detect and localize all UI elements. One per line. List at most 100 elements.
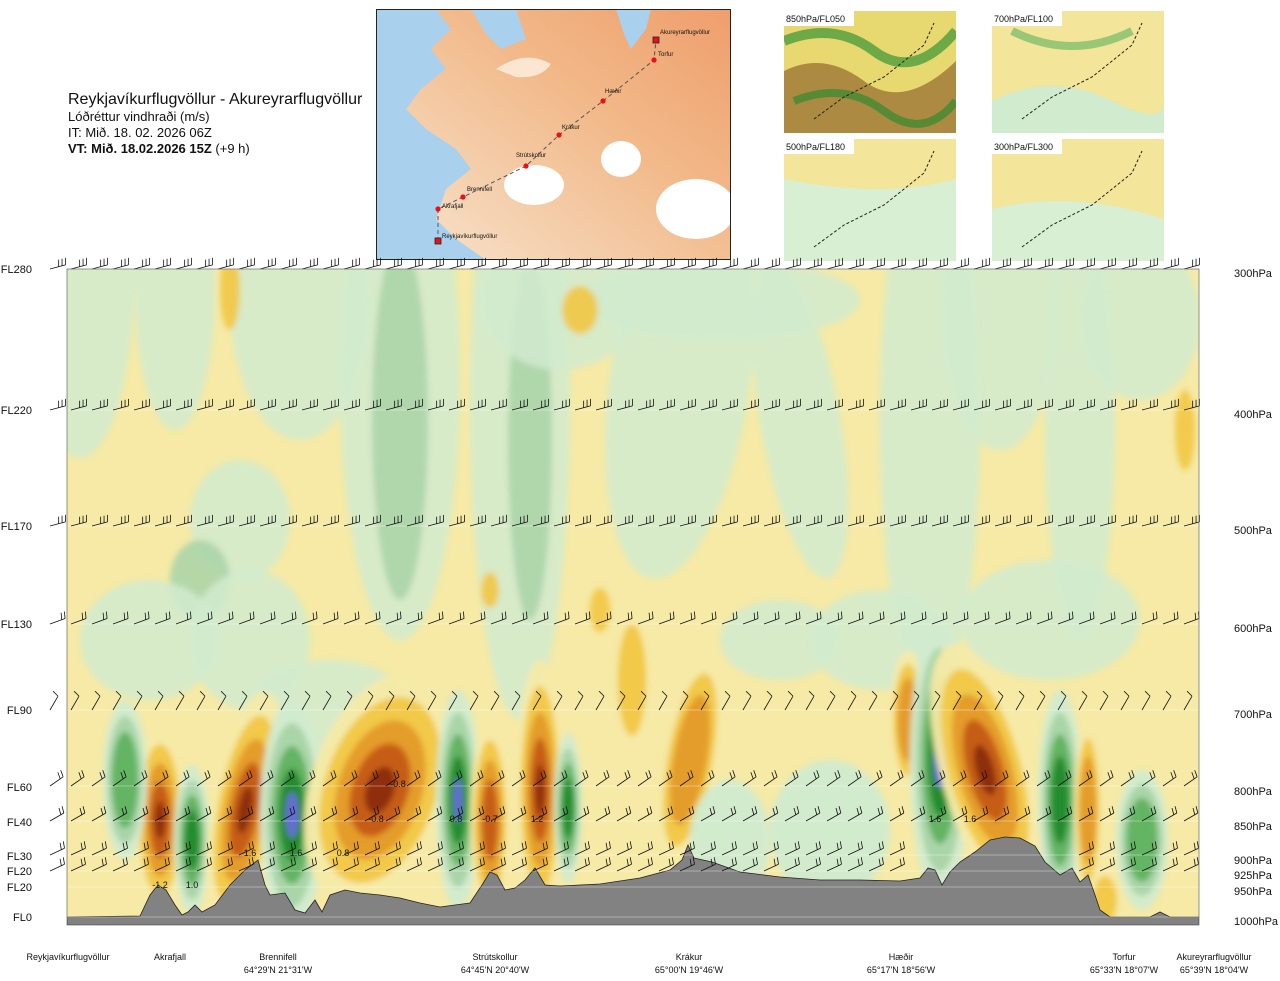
wind-barb	[679, 514, 696, 527]
wind-barb	[91, 611, 108, 625]
wind-barb	[973, 690, 983, 711]
wind-barb	[385, 806, 401, 822]
wind-barb	[1120, 857, 1136, 872]
wind-barb	[1015, 514, 1032, 527]
wind-barb	[259, 257, 276, 270]
wind-barb	[511, 841, 527, 856]
inset-700hpa: 700hPa/FL100	[992, 11, 1164, 133]
wind-barb	[1141, 514, 1158, 527]
pressure-label: 950hPa	[1234, 886, 1273, 898]
wind-barb	[196, 690, 206, 711]
waypoint: Reykjavíkurflugvöllur	[26, 952, 109, 962]
wind-barb	[133, 398, 150, 411]
wind-barb	[49, 514, 66, 527]
wind-barb	[889, 690, 899, 711]
route-title: Reykjavíkurflugvöllur - Akureyrarflugvöl…	[68, 91, 363, 108]
wind-barb	[847, 841, 863, 856]
wind-barb	[910, 398, 927, 411]
wind-barb	[280, 770, 295, 787]
wind-barb	[91, 398, 108, 411]
wind-barb	[112, 611, 129, 625]
wind-barb	[1099, 514, 1116, 527]
wind-barb	[490, 257, 507, 270]
wind-barb	[1183, 841, 1199, 856]
wind-barb	[1036, 257, 1053, 270]
wind-barb	[322, 690, 332, 711]
wind-barb	[805, 841, 821, 856]
wind-barb	[574, 398, 591, 411]
wind-barb	[616, 514, 633, 527]
wind-barb	[553, 611, 570, 625]
wind-barb	[385, 514, 402, 527]
wind-barb	[721, 857, 737, 872]
wind-barb	[343, 257, 360, 270]
flight-level-label: FL20	[7, 866, 32, 878]
wind-barb	[259, 770, 274, 787]
wind-barb	[511, 857, 527, 872]
pressure-label: 925hPa	[1234, 870, 1273, 882]
wind-barb	[1057, 806, 1073, 822]
wind-barb	[448, 857, 464, 872]
wind-barb	[364, 257, 381, 270]
pressure-label: 500hPa	[1234, 525, 1273, 537]
wind-barb	[784, 611, 801, 625]
wind-barb	[784, 690, 794, 711]
valid-time-line: VT: Mið. 18.02.2026 15Z (+9 h)	[68, 141, 378, 157]
wind-barb	[805, 690, 815, 711]
wind-barb	[1057, 398, 1074, 411]
wind-barb	[1057, 257, 1074, 270]
wind-barb	[280, 257, 297, 270]
wind-barb	[91, 806, 107, 822]
wind-barb	[511, 257, 528, 270]
wind-barb	[427, 611, 444, 625]
wind-barb	[595, 841, 611, 856]
wind-barb	[868, 690, 878, 711]
wind-barb	[511, 690, 521, 711]
wind-barb	[175, 257, 192, 270]
wind-barb	[763, 857, 779, 872]
wind-barb	[343, 857, 359, 872]
wind-barb	[574, 257, 591, 270]
wind-barb	[70, 398, 87, 411]
wind-barb	[1078, 514, 1095, 527]
wind-cell	[960, 560, 1140, 680]
waypoint-coord: 65°00'N 19°46'W	[655, 965, 724, 975]
wind-barb	[1078, 857, 1094, 872]
wind-barb	[217, 514, 234, 527]
wind-barb	[280, 841, 296, 856]
wind-barb	[154, 690, 164, 711]
wind-barb	[784, 857, 800, 872]
inset-label: 300hPa/FL300	[994, 142, 1053, 152]
wind-cell	[751, 269, 849, 578]
wind-barb	[532, 857, 548, 872]
wind-barb	[427, 841, 443, 856]
wind-barb	[49, 841, 65, 856]
wind-barb	[364, 398, 381, 411]
wind-cell	[230, 269, 370, 440]
wind-barb	[385, 857, 401, 872]
wind-barb	[658, 770, 673, 787]
wind-barb	[679, 770, 694, 787]
wind-barb	[1120, 514, 1137, 527]
wind-barb	[931, 770, 946, 787]
inset-500hpa: 500hPa/FL180	[784, 139, 956, 261]
wind-barb	[847, 398, 864, 411]
map-airport-marker	[434, 237, 442, 245]
map-place-label: Krákur	[562, 125, 580, 131]
wind-barb	[280, 514, 297, 527]
inset-label: 850hPa/FL050	[786, 14, 845, 24]
wind-barb	[679, 841, 695, 856]
wind-barb	[196, 857, 212, 872]
wind-cell	[220, 269, 240, 330]
waypoint-name: Akureyrarflugvöllur	[1176, 952, 1251, 962]
wind-barb	[805, 806, 821, 822]
wind-barb	[49, 806, 65, 822]
wind-barb	[637, 690, 647, 711]
wind-barb	[490, 611, 507, 625]
wind-barb	[133, 841, 149, 856]
wind-barb	[637, 806, 653, 822]
map-waypoint-marker	[435, 206, 441, 212]
wind-barb	[847, 857, 863, 872]
wind-barb	[532, 398, 549, 411]
wind-barb	[910, 514, 927, 527]
